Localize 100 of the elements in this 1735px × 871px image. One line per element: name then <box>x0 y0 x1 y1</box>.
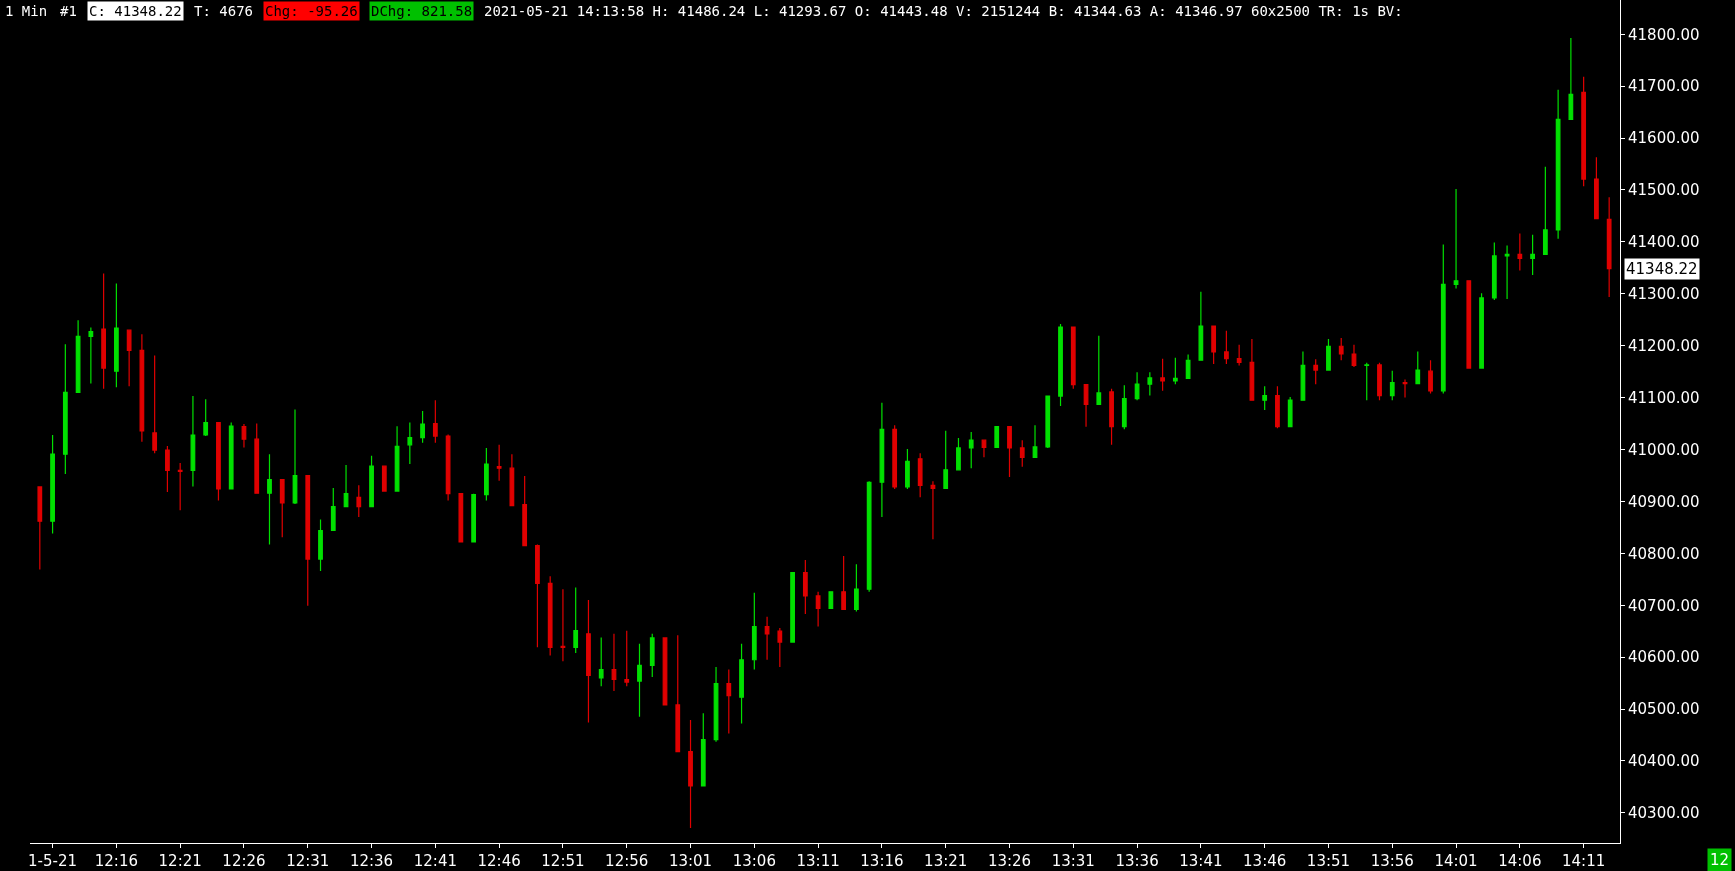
x-tick-label: 13:46 <box>1243 852 1287 870</box>
x-tick-label: 14:01 <box>1434 852 1478 870</box>
candlestick <box>624 630 630 687</box>
candlestick <box>1007 426 1012 478</box>
candlestick <box>1083 384 1089 428</box>
candlestick <box>1402 378 1408 399</box>
candlestick <box>815 591 821 628</box>
candlestick <box>573 587 579 654</box>
candlestick <box>343 464 349 508</box>
candlestick <box>1364 362 1370 401</box>
y-tick-label: 41700.00 <box>1628 77 1700 96</box>
candlestick <box>1058 323 1063 407</box>
y-tick-label: 40400.00 <box>1628 752 1700 771</box>
candlestick <box>688 719 693 829</box>
candlestick <box>484 447 489 501</box>
y-tick-label: 41000.00 <box>1628 440 1700 459</box>
candlestick <box>1287 396 1293 428</box>
candlestick <box>637 643 642 718</box>
candlestick <box>496 444 502 482</box>
candlestick <box>1517 232 1523 272</box>
candlestick <box>177 462 183 511</box>
candlestick <box>802 559 808 615</box>
x-tick-label: 1-5-21 <box>28 852 78 870</box>
candlestick <box>994 426 1000 449</box>
x-tick-label: 13:51 <box>1306 852 1351 870</box>
candlestick <box>279 479 285 538</box>
candlestick <box>1224 330 1229 365</box>
candlestick <box>1377 362 1382 401</box>
candlestick <box>126 329 132 387</box>
candlestick <box>905 448 910 490</box>
candlestick <box>1121 384 1127 430</box>
x-tick-label: 12:21 <box>158 852 202 870</box>
y-tick-label: 41600.00 <box>1628 129 1700 148</box>
candlestick <box>1134 371 1140 401</box>
candlestick <box>828 591 834 609</box>
candlestick <box>892 424 898 490</box>
candlestick <box>228 421 234 490</box>
candlestick <box>1236 344 1242 367</box>
candlestick <box>1019 439 1025 468</box>
candlestick <box>675 634 681 753</box>
candlestick <box>203 398 209 437</box>
candlestick <box>1172 357 1178 385</box>
x-tick-label: 13:16 <box>860 852 904 870</box>
candlestick <box>1453 188 1459 290</box>
annotation: T: 4676 <box>194 3 254 19</box>
candlestick <box>356 484 362 518</box>
x-tick-label: 13:21 <box>924 852 968 870</box>
candlestick <box>1351 344 1357 368</box>
y-tick-label: 40700.00 <box>1628 596 1700 615</box>
candlestick <box>841 555 847 611</box>
x-tick-label: 13:41 <box>1179 852 1223 870</box>
candlestick <box>1479 292 1484 370</box>
y-tick-label: 40800.00 <box>1628 544 1700 563</box>
candlestick <box>1338 337 1344 361</box>
candlestick <box>879 402 885 518</box>
y-tick-label: 41500.00 <box>1628 181 1700 200</box>
candlestick <box>547 575 553 657</box>
candlestick <box>50 434 55 535</box>
candlestick <box>420 410 425 444</box>
x-tick-label: 13:01 <box>668 852 713 870</box>
candlestick <box>445 433 451 501</box>
candlestick <box>1300 350 1306 401</box>
candlestick <box>535 543 540 648</box>
candlestick <box>713 666 719 743</box>
candlestick <box>1504 244 1510 300</box>
x-tick-label: 14:11 <box>1562 852 1606 870</box>
candlestick <box>790 571 795 643</box>
candlestick <box>1428 359 1433 395</box>
x-tick-label: 12:56 <box>605 852 649 870</box>
x-tick-label: 12:36 <box>349 852 394 870</box>
candlestick <box>1491 241 1497 301</box>
candlestick <box>139 333 145 443</box>
x-tick-label: 13:36 <box>1115 852 1159 870</box>
candlestick <box>305 474 311 607</box>
candlestick <box>560 588 566 662</box>
candlestick <box>866 480 872 593</box>
y-tick-label: 40600.00 <box>1628 648 1700 667</box>
candlestick <box>1313 358 1319 385</box>
candlestick <box>1389 370 1395 401</box>
candlestick <box>369 455 374 508</box>
candlestick <box>1147 371 1153 397</box>
candlestick <box>1581 76 1587 187</box>
candlestick <box>1096 335 1102 405</box>
y-tick-label: 40500.00 <box>1628 700 1700 719</box>
candlestick <box>318 519 323 572</box>
x-tick-label: 12:31 <box>286 852 330 870</box>
candlestick <box>700 712 706 787</box>
annotation: Chg: -95.26 <box>265 3 358 19</box>
candlestick <box>241 423 247 449</box>
candlestick <box>739 643 744 725</box>
candlestick <box>930 480 936 540</box>
y-tick-label: 40900.00 <box>1628 492 1700 511</box>
x-tick-label: 12:26 <box>222 852 266 870</box>
candlestick <box>458 493 464 544</box>
candlestick <box>152 354 158 454</box>
y-tick-label: 41300.00 <box>1628 285 1700 304</box>
candlestick <box>88 326 94 385</box>
candlestick <box>854 563 859 613</box>
candlestick <box>292 408 298 505</box>
x-tick-label: 12:16 <box>94 852 138 870</box>
